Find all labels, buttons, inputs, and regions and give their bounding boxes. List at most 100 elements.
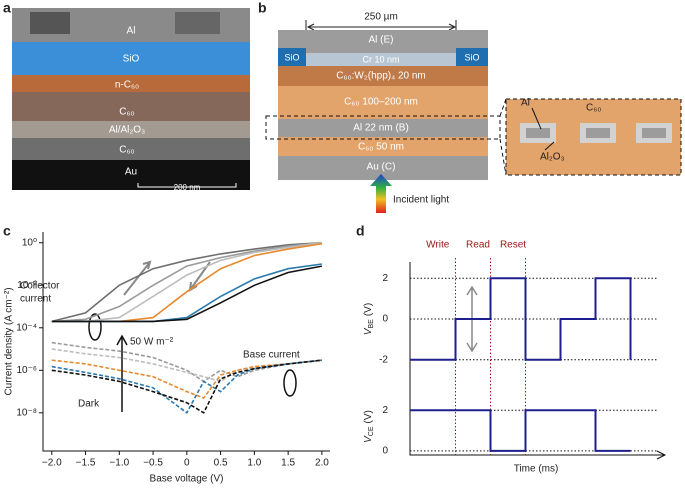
y-axis-label: VCE (V) xyxy=(363,410,375,443)
sweep-arrow xyxy=(123,260,152,296)
dimension-label: 250 µm xyxy=(364,12,398,23)
phase-label: Write xyxy=(426,240,450,251)
zoom-box xyxy=(265,115,501,140)
y-axis-label: VBE (V) xyxy=(363,303,375,335)
light-label: Incident light xyxy=(393,195,449,206)
annotation: Dark xyxy=(78,399,100,410)
y-tick-label: 2 xyxy=(382,273,388,284)
grain xyxy=(175,12,220,34)
phase-label: Reset xyxy=(500,240,526,251)
dimension-arrow xyxy=(306,23,457,31)
x-axis-label: Time (ms) xyxy=(514,464,559,475)
label-sub: CE xyxy=(368,426,375,436)
layer-label: C₆₀ xyxy=(119,145,134,156)
y-tick-label: 2 xyxy=(382,405,388,416)
scale-label: 200 nm xyxy=(174,183,201,192)
layer-label: C₆₀:W₂(hpp)₄ 20 nm xyxy=(336,71,426,82)
c60-layer xyxy=(12,92,250,122)
panel-label: c xyxy=(3,223,11,239)
y-tick-label: 10⁻² xyxy=(17,280,37,291)
label-unit: (V) xyxy=(363,410,374,423)
x-tick-label: 0.5 xyxy=(214,458,228,469)
inset-label: Al xyxy=(521,98,530,109)
base-current-line xyxy=(51,348,322,383)
collector-current-line xyxy=(51,241,322,323)
annotation: current xyxy=(20,294,51,305)
layer-label: n-C₆₀ xyxy=(115,80,139,91)
annotation: Base current xyxy=(243,350,300,361)
x-tick-label: 0 xyxy=(184,458,190,469)
au-layer xyxy=(278,156,488,180)
zoom-line xyxy=(499,98,507,176)
inset-label: Al₂O₃ xyxy=(540,152,565,163)
sio-block xyxy=(278,48,306,66)
scale-bar xyxy=(137,183,237,188)
curve-marker xyxy=(283,369,297,397)
layer-label: Al/Al₂O₃ xyxy=(109,125,145,136)
layer-label: Cr 10 nm xyxy=(362,54,399,64)
x-tick-label: 2.0 xyxy=(315,458,329,469)
layer-label: Au (C) xyxy=(367,162,396,173)
signal-trace xyxy=(410,277,632,361)
c60-layer xyxy=(278,86,488,119)
signal-trace xyxy=(410,409,631,452)
annotation: Collector xyxy=(20,281,60,292)
layer-label: Al 22 nm (B) xyxy=(353,123,409,134)
device-stack: 250 µm Al (E) SiO SiO Cr 10 nm C₆₀:W₂(hp… xyxy=(265,12,682,213)
label-symbol: V xyxy=(363,327,374,335)
layer-label: SiO xyxy=(284,52,299,62)
x-tick-label: −2.0 xyxy=(42,458,62,469)
c60-layer xyxy=(12,138,250,160)
al-oxide-layer xyxy=(12,121,250,139)
x-tick-label: −0.5 xyxy=(143,458,163,469)
x-tick-label: 1.5 xyxy=(281,458,295,469)
base-current-line xyxy=(51,359,322,399)
curve-marker xyxy=(88,313,102,341)
sio-layer xyxy=(12,42,250,76)
collector-current-line xyxy=(51,265,323,323)
al-b-layer xyxy=(278,119,488,137)
layer-label: C₆₀ 100–200 nm xyxy=(344,97,418,108)
axis-frame xyxy=(42,232,330,452)
phase-label: Read xyxy=(466,240,490,251)
collector-current-line xyxy=(51,241,322,323)
collector-current-line xyxy=(51,263,323,323)
cr-layer xyxy=(306,53,456,66)
y-tick-label: 10⁰ xyxy=(22,237,37,248)
label-unit: (V) xyxy=(363,303,374,316)
tem-image: Al SiO n-C₆₀ C₆₀ Al/Al₂O₃ C₆₀ Au 200 nm xyxy=(12,8,250,192)
doped-layer xyxy=(278,66,488,86)
axis-frame xyxy=(409,262,667,460)
label-symbol: V xyxy=(363,435,374,443)
y-axis-label: Current density (A cm⁻²) xyxy=(4,287,15,395)
x-axis-label: Base voltage (V) xyxy=(150,474,224,485)
collector-current-line xyxy=(51,242,323,323)
x-tick-label: −1.0 xyxy=(109,458,129,469)
panel-label: d xyxy=(356,223,365,239)
y-tick-label: 10⁻⁸ xyxy=(16,407,37,418)
panel-label: a xyxy=(3,0,11,16)
label-sub: BE xyxy=(368,319,375,329)
nc60-layer xyxy=(12,75,250,93)
al-core xyxy=(586,128,610,138)
base-current-line xyxy=(51,359,322,414)
base-current-line xyxy=(51,341,322,383)
layer-label: Al xyxy=(127,26,136,37)
y-tick-label: -2 xyxy=(379,354,388,365)
y-tick-label: 0 xyxy=(382,314,388,325)
intensity-arrow xyxy=(116,334,128,412)
layer-label: Au xyxy=(125,167,137,178)
layer-label: Al (E) xyxy=(369,35,394,46)
layer-label: SiO xyxy=(123,54,140,65)
annotation: 50 W m⁻² xyxy=(130,337,174,348)
layer-label: C₆₀ 50 nm xyxy=(358,142,404,153)
y-tick-label: 10⁻⁶ xyxy=(16,365,37,376)
al-core xyxy=(642,128,666,138)
x-tick-label: −1.5 xyxy=(76,458,96,469)
y-tick-label: 0 xyxy=(382,446,388,457)
sio-block xyxy=(456,48,488,66)
x-tick-label: 1.0 xyxy=(247,458,261,469)
c60-layer xyxy=(278,137,488,156)
y-tick-label: 10⁻⁴ xyxy=(16,322,37,333)
